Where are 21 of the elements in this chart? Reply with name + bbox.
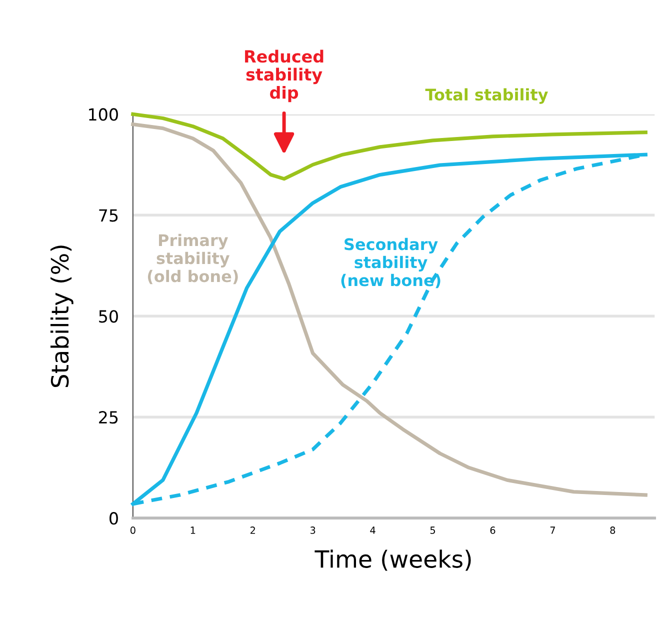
line-series [131, 112, 648, 181]
y-tick-label: 100 [89, 108, 118, 121]
text: Secondary stability (new bone) [341, 238, 440, 288]
x-tick-label: 0 [130, 526, 136, 534]
y-tick-label: 25 [99, 411, 118, 424]
y-tick-label: 50 [99, 310, 118, 323]
x-tick-label: 5 [430, 526, 436, 534]
x-axis-title: Time (weeks) [314, 550, 471, 571]
x-tick-label: 8 [610, 526, 616, 534]
y-tick-label: 0 [110, 512, 118, 525]
text: Reduced stability dip [245, 50, 324, 102]
y-tick-label: 75 [99, 209, 118, 222]
x-tick-label: 3 [310, 526, 316, 534]
x-tick-label: 1 [190, 526, 196, 534]
x-tick-label: 4 [370, 526, 376, 534]
x-tick-label: 2 [250, 526, 255, 534]
series-label: Primary stability (old bone) [148, 234, 238, 284]
x-tick-label: 7 [550, 526, 555, 534]
y-axis-title: Stability (%) [50, 246, 74, 388]
x-tick-label: 6 [490, 526, 496, 534]
series-label: Total stability [425, 88, 548, 104]
